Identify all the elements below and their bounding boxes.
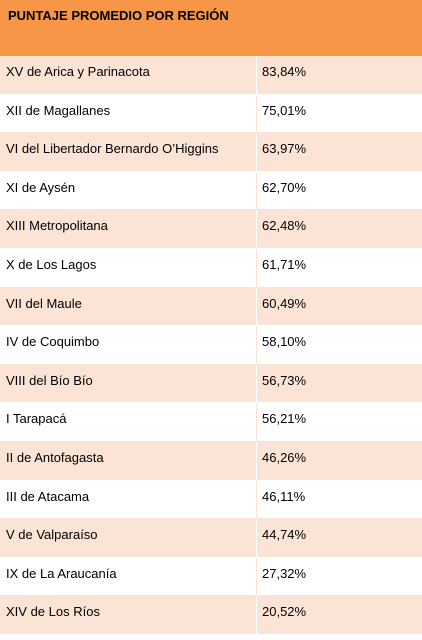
region-cell: IV de Coquimbo xyxy=(0,326,257,364)
table-header-label: PUNTAJE PROMEDIO POR REGIÓN xyxy=(8,8,229,23)
region-cell: III de Atacama xyxy=(0,480,257,519)
table-row: I Tarapacá 56,21% xyxy=(0,403,422,442)
region-cell: XV de Arica y Parinacota xyxy=(0,56,257,94)
score-cell: 56,21% xyxy=(262,411,307,427)
region-cell: XIV de Los Ríos xyxy=(0,596,257,634)
region-cell: I Tarapacá xyxy=(0,403,257,441)
table-row: XIII Metropolitana 62,48% xyxy=(0,210,422,249)
table-row: XII de Magallanes 75,01% xyxy=(0,94,422,134)
region-cell: VI del Libertador Bernardo O’Higgins xyxy=(0,133,257,171)
table-header: PUNTAJE PROMEDIO POR REGIÓN xyxy=(0,0,422,56)
score-cell: 60,49% xyxy=(262,295,307,311)
score-cell: 27,32% xyxy=(262,565,307,581)
table-body: XV de Arica y Parinacota 83,84% XII de M… xyxy=(0,56,422,635)
region-cell: VIII del Bío Bío xyxy=(0,364,257,403)
table-row: IV de Coquimbo 58,10% xyxy=(0,326,422,365)
region-cell: XI de Aysén xyxy=(0,171,257,210)
score-cell: 44,74% xyxy=(262,527,307,543)
score-cell: 62,70% xyxy=(262,179,307,195)
region-cell: VII del Maule xyxy=(0,287,257,326)
region-cell: IX de La Araucanía xyxy=(0,557,257,596)
score-cell: 46,11% xyxy=(262,488,306,504)
score-cell: 46,26% xyxy=(262,449,307,465)
region-cell: XII de Magallanes xyxy=(0,94,257,133)
score-cell: 83,84% xyxy=(262,64,307,79)
region-cell: XIII Metropolitana xyxy=(0,210,257,248)
table-row: VIII del Bío Bío 56,73% xyxy=(0,364,422,404)
table-row: IX de La Araucanía 27,32% xyxy=(0,557,422,597)
score-cell: 58,10% xyxy=(262,334,307,350)
table-row: XV de Arica y Parinacota 83,84% xyxy=(0,56,422,95)
score-cell: 63,97% xyxy=(262,141,307,157)
table-row: VII del Maule 60,49% xyxy=(0,287,422,327)
table-row: VI del Libertador Bernardo O’Higgins 63,… xyxy=(0,133,422,172)
region-cell: II de Antofagasta xyxy=(0,441,257,480)
region-cell: V de Valparaíso xyxy=(0,519,257,557)
table-row: XI de Aysén 62,70% xyxy=(0,171,422,211)
table-row: XIV de Los Ríos 20,52% xyxy=(0,596,422,635)
table-row: V de Valparaíso 44,74% xyxy=(0,519,422,558)
score-cell: 56,73% xyxy=(262,372,307,388)
table-row: X de Los Lagos 61,71% xyxy=(0,248,422,288)
score-cell: 75,01% xyxy=(262,102,307,118)
score-cell: 20,52% xyxy=(262,604,307,620)
table-row: III de Atacama 46,11% xyxy=(0,480,422,520)
table-row: II de Antofagasta 46,26% xyxy=(0,441,422,481)
score-cell: 62,48% xyxy=(262,218,307,234)
region-cell: X de Los Lagos xyxy=(0,248,257,287)
score-cell: 61,71% xyxy=(262,256,307,272)
